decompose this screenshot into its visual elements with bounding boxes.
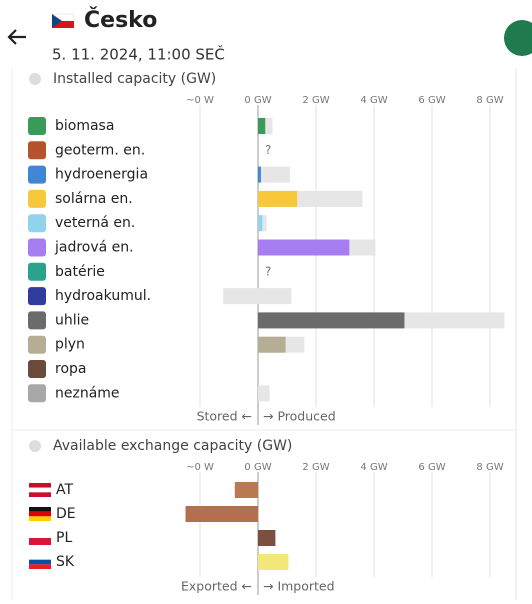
- row-label: biomasa: [55, 118, 114, 134]
- source-icon: [28, 335, 46, 354]
- tick-label: 4 GW: [360, 95, 387, 106]
- flag: [29, 555, 51, 569]
- unknown-value: ?: [265, 143, 271, 157]
- row-label: jadrová en.: [54, 240, 134, 256]
- row-label: ropa: [55, 361, 86, 377]
- value-bar: [185, 506, 258, 522]
- value-bar: [258, 239, 350, 256]
- source-icon: [28, 165, 46, 184]
- tick-label: 0 GW: [244, 95, 271, 106]
- back-button[interactable]: [7, 29, 26, 45]
- source-icon: [28, 384, 46, 403]
- flag-stripe: [29, 531, 51, 538]
- tick-label: 8 GW: [476, 95, 503, 106]
- axis-footer: Stored ←: [197, 409, 252, 424]
- source-icon: [28, 262, 46, 281]
- capacity-bar: [223, 288, 292, 305]
- flag-stripe: [29, 483, 51, 488]
- section-title: Available exchange capacity (GW): [53, 438, 292, 454]
- tick-label: 8 GW: [476, 462, 503, 473]
- tick-label: 2 GW: [302, 95, 329, 106]
- tick-label: ~0 W: [186, 462, 214, 473]
- action-button[interactable]: [504, 20, 532, 56]
- flag-stripe: [29, 559, 51, 565]
- row-label: AT: [56, 482, 73, 498]
- flag: [29, 507, 51, 521]
- flag: [29, 531, 51, 545]
- row-label: geoterm. en.: [55, 142, 145, 158]
- flag-stripe: [29, 564, 51, 569]
- flag-stripe: [29, 516, 51, 521]
- row-label: veterná en.: [55, 215, 135, 231]
- value-bar: [234, 482, 258, 498]
- source-icon: [28, 360, 46, 378]
- value-bar: [258, 215, 263, 232]
- tick-label: 0 GW: [244, 462, 271, 473]
- value-bar: [258, 530, 276, 546]
- row-label: neznáme: [55, 385, 120, 401]
- section-title: Installed capacity (GW): [53, 71, 216, 87]
- value-bar: [258, 118, 266, 134]
- row-label: hydroenergia: [55, 167, 148, 183]
- flag-cz: [51, 13, 75, 28]
- tick-label: 6 GW: [418, 95, 445, 106]
- value-bar: [258, 336, 286, 353]
- capacity-bar: [258, 385, 270, 402]
- source-icon: [28, 214, 46, 233]
- tick-label: 2 GW: [302, 462, 329, 473]
- source-icon: [28, 287, 46, 306]
- source-icon: [28, 238, 46, 257]
- tick-label: 4 GW: [360, 462, 387, 473]
- flag-stripe: [29, 511, 51, 517]
- source-icon: [28, 117, 46, 135]
- row-label: plyn: [55, 337, 85, 353]
- flag-stripe: [29, 487, 51, 493]
- row-label: DE: [56, 506, 76, 522]
- axis-footer: Exported ←: [181, 579, 252, 594]
- row-label: batérie: [55, 264, 105, 280]
- row-label: PL: [56, 530, 72, 546]
- flag: [29, 483, 51, 497]
- value-bar: [258, 166, 261, 183]
- capacity-bar: [258, 166, 290, 183]
- flag-stripe: [29, 492, 51, 497]
- flag-stripe: [29, 507, 51, 512]
- flag-stripe: [29, 555, 51, 560]
- row-label: uhlie: [55, 312, 89, 328]
- section-toggle[interactable]: [29, 440, 41, 452]
- source-icon: [28, 141, 46, 160]
- row-label: SK: [56, 554, 75, 570]
- tick-label: 6 GW: [418, 462, 445, 473]
- value-bar: [258, 190, 298, 207]
- axis-footer: → Produced: [263, 409, 336, 424]
- flag-stripe: [29, 538, 51, 545]
- datetime: 5. 11. 2024, 11:00 SEČ: [52, 45, 225, 64]
- unknown-value: ?: [265, 264, 271, 278]
- row-label: hydroakumul.: [55, 288, 151, 304]
- row-label: solárna en.: [55, 191, 133, 207]
- axis-footer: → Imported: [263, 579, 335, 594]
- value-bar: [258, 554, 289, 570]
- source-icon: [28, 189, 46, 208]
- zone-title: Česko: [84, 7, 157, 33]
- section-toggle[interactable]: [29, 73, 41, 85]
- source-icon: [28, 311, 46, 330]
- tick-label: ~0 W: [186, 95, 214, 106]
- value-bar: [258, 312, 405, 329]
